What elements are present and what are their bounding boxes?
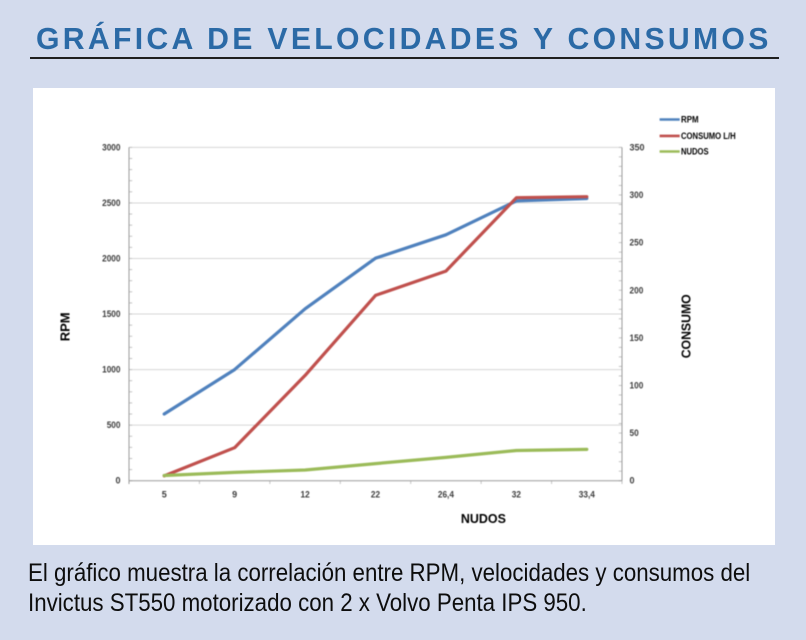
svg-text:0: 0 — [630, 476, 635, 486]
svg-text:2000: 2000 — [102, 254, 120, 264]
svg-text:500: 500 — [107, 420, 121, 430]
svg-text:1500: 1500 — [102, 309, 120, 319]
svg-text:250: 250 — [630, 238, 644, 248]
svg-text:150: 150 — [630, 333, 644, 343]
svg-text:22: 22 — [371, 490, 380, 500]
svg-text:NUDOS: NUDOS — [681, 147, 709, 157]
svg-text:RPM: RPM — [58, 312, 73, 341]
svg-text:1000: 1000 — [102, 365, 120, 375]
svg-text:CONSUMO: CONSUMO — [679, 294, 694, 358]
svg-text:26,4: 26,4 — [438, 490, 454, 500]
svg-text:32: 32 — [512, 490, 521, 500]
svg-text:0: 0 — [115, 476, 120, 486]
svg-text:100: 100 — [630, 381, 644, 391]
svg-text:33,4: 33,4 — [579, 490, 595, 500]
svg-text:350: 350 — [630, 142, 645, 152]
svg-text:9: 9 — [232, 490, 237, 500]
svg-text:50: 50 — [630, 428, 639, 438]
svg-text:CONSUMO L/H: CONSUMO L/H — [681, 131, 736, 141]
svg-text:5: 5 — [162, 490, 167, 500]
svg-text:200: 200 — [630, 285, 644, 295]
svg-text:RPM: RPM — [681, 115, 699, 125]
svg-text:3000: 3000 — [102, 142, 120, 152]
svg-text:2500: 2500 — [102, 198, 120, 208]
svg-text:300: 300 — [630, 190, 644, 200]
svg-text:12: 12 — [301, 490, 310, 500]
svg-text:NUDOS: NUDOS — [461, 511, 506, 526]
